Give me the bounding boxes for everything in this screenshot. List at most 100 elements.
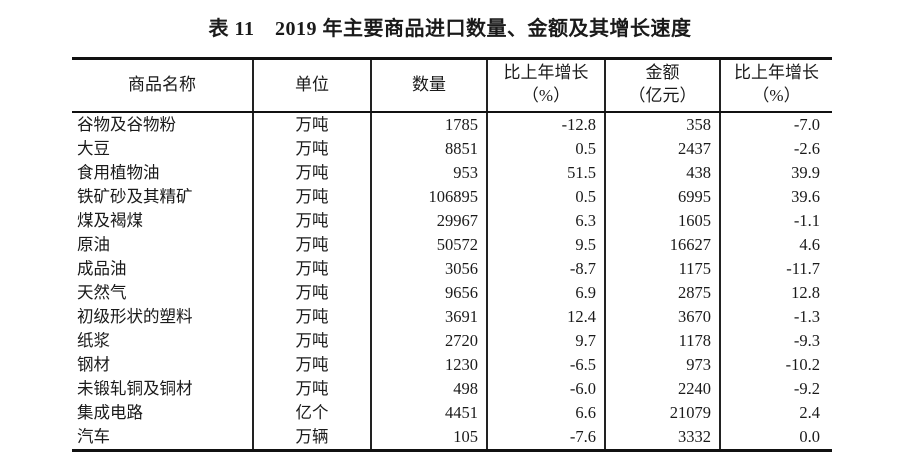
cell-quantity-growth: 0.5 xyxy=(486,184,605,209)
cell-value-growth: -7.0 xyxy=(719,111,832,137)
cell-quantity-growth: 6.3 xyxy=(486,208,605,233)
cell-commodity: 大豆 xyxy=(77,138,110,158)
cell-value-growth: -11.7 xyxy=(719,256,832,281)
cell-quantity-growth: -8.7 xyxy=(486,256,605,281)
cell-value-growth: -2.6 xyxy=(719,136,832,161)
cell-unit: 万吨 xyxy=(252,208,371,233)
cell-quantity-growth: 9.5 xyxy=(486,232,605,257)
table-row: 未锻轧铜及铜材 万吨 498 -6.0 2240 -9.2 xyxy=(72,376,832,401)
cell-value-growth: -9.3 xyxy=(719,328,832,353)
cell-value: 16627 xyxy=(604,232,720,257)
cell-commodity: 食用植物油 xyxy=(77,162,160,182)
cell-value: 2875 xyxy=(604,280,720,305)
table-row: 钢材 万吨 1230 -6.5 973 -10.2 xyxy=(72,352,832,377)
cell-quantity: 50572 xyxy=(370,232,487,257)
cell-value: 2240 xyxy=(604,376,720,401)
cell-quantity: 498 xyxy=(370,376,487,401)
cell-value: 3670 xyxy=(604,304,720,329)
col-header-value: 金额 （亿元） xyxy=(604,58,720,113)
cell-value: 1175 xyxy=(604,256,720,281)
cell-quantity-growth: 0.5 xyxy=(486,136,605,161)
cell-quantity: 3056 xyxy=(370,256,487,281)
cell-value: 3332 xyxy=(604,424,720,450)
col-header-quantity-label: 数量 xyxy=(412,74,446,94)
cell-quantity-growth: -7.6 xyxy=(486,424,605,450)
table-row: 铁矿砂及其精矿 万吨 106895 0.5 6995 39.6 xyxy=(72,184,832,209)
cell-unit: 万吨 xyxy=(252,232,371,257)
cell-commodity: 纸浆 xyxy=(77,330,110,350)
cell-commodity: 初级形状的塑料 xyxy=(77,306,193,326)
cell-commodity: 煤及褐煤 xyxy=(77,210,143,230)
col-header-value-growth-label: 比上年增长 xyxy=(734,63,819,83)
table-row: 初级形状的塑料 万吨 3691 12.4 3670 -1.3 xyxy=(72,304,832,329)
col-header-value-sub: （亿元） xyxy=(628,86,697,106)
table-row: 成品油 万吨 3056 -8.7 1175 -11.7 xyxy=(72,256,832,281)
cell-commodity: 谷物及谷物粉 xyxy=(77,114,176,134)
cell-value-growth: -10.2 xyxy=(719,352,832,377)
cell-quantity-growth: 6.9 xyxy=(486,280,605,305)
import-commodities-table: 商品名称 单位 数量 比上年增长 （%） 金额 （亿元） 比上年增长 xyxy=(72,57,832,452)
cell-quantity: 29967 xyxy=(370,208,487,233)
cell-unit: 亿个 xyxy=(252,400,371,425)
cell-unit: 万吨 xyxy=(252,376,371,401)
cell-commodity: 汽车 xyxy=(77,426,110,446)
cell-unit: 万吨 xyxy=(252,111,371,137)
cell-commodity: 钢材 xyxy=(77,354,110,374)
cell-quantity-growth: 12.4 xyxy=(486,304,605,329)
cell-quantity: 3691 xyxy=(370,304,487,329)
cell-unit: 万吨 xyxy=(252,280,371,305)
cell-quantity-growth: 51.5 xyxy=(486,160,605,185)
cell-value-growth: -1.1 xyxy=(719,208,832,233)
cell-quantity-growth: 6.6 xyxy=(486,400,605,425)
table-body: 谷物及谷物粉 万吨 1785 -12.8 358 -7.0 大豆 万吨 8851 0.5 2437-… xyxy=(72,111,832,450)
cell-value-growth: 4.6 xyxy=(719,232,832,257)
cell-quantity: 105 xyxy=(370,424,487,450)
col-header-commodity: 商品名称 xyxy=(72,58,253,113)
cell-quantity: 1230 xyxy=(370,352,487,377)
header-row: 商品名称 单位 数量 比上年增长 （%） 金额 （亿元） 比上年增长 xyxy=(72,58,832,113)
cell-commodity: 未锻轧铜及铜材 xyxy=(77,378,193,398)
cell-value: 973 xyxy=(604,352,720,377)
col-header-quantity-growth: 比上年增长 （%） xyxy=(486,58,605,113)
cell-commodity: 成品油 xyxy=(77,258,127,278)
col-header-unit-label: 单位 xyxy=(295,74,329,94)
cell-quantity: 8851 xyxy=(370,136,487,161)
cell-value: 358 xyxy=(604,111,720,137)
cell-value: 2437 xyxy=(604,136,720,161)
cell-value-growth: -9.2 xyxy=(719,376,832,401)
table-row: 大豆 万吨 8851 0.5 2437 -2.6 xyxy=(72,136,832,161)
cell-quantity: 1785 xyxy=(370,111,487,137)
cell-unit: 万吨 xyxy=(252,352,371,377)
cell-quantity-growth: -6.0 xyxy=(486,376,605,401)
table-row: 汽车 万辆 105 -7.6 3332 0.0 xyxy=(72,424,832,450)
cell-value: 438 xyxy=(604,160,720,185)
table-row: 谷物及谷物粉 万吨 1785 -12.8 358 -7.0 xyxy=(72,111,832,137)
cell-quantity: 4451 xyxy=(370,400,487,425)
col-header-value-growth: 比上年增长 （%） xyxy=(719,58,832,113)
cell-value-growth: 2.4 xyxy=(719,400,832,425)
cell-quantity: 106895 xyxy=(370,184,487,209)
cell-quantity-growth: -6.5 xyxy=(486,352,605,377)
col-header-quantity-growth-label: 比上年增长 xyxy=(503,63,589,83)
table-row: 原油 万吨 50572 9.5 16627 4.6 xyxy=(72,232,832,257)
table-row: 食用植物油 万吨 953 51.5 438 39.9 xyxy=(72,160,832,185)
cell-commodity: 原油 xyxy=(77,234,110,254)
cell-unit: 万吨 xyxy=(252,328,371,353)
cell-unit: 万吨 xyxy=(252,160,371,185)
cell-value-growth: 0.0 xyxy=(719,424,832,450)
cell-value: 21079 xyxy=(604,400,720,425)
col-header-unit: 单位 xyxy=(252,58,371,113)
table-title: 表 11 2019 年主要商品进口数量、金额及其增长速度 xyxy=(208,18,692,40)
table-row: 集成电路 亿个 4451 6.6 21079 2.4 xyxy=(72,400,832,425)
col-header-commodity-label: 商品名称 xyxy=(128,74,196,94)
cell-commodity: 铁矿砂及其精矿 xyxy=(77,186,193,206)
col-header-value-growth-sub: （%） xyxy=(752,86,801,106)
cell-value-growth: 12.8 xyxy=(719,280,832,305)
cell-value-growth: 39.9 xyxy=(719,160,832,185)
col-header-value-label: 金额 xyxy=(645,63,680,83)
cell-unit: 万辆 xyxy=(252,424,371,450)
cell-unit: 万吨 xyxy=(252,256,371,281)
cell-quantity: 953 xyxy=(370,160,487,185)
cell-quantity: 9656 xyxy=(370,280,487,305)
